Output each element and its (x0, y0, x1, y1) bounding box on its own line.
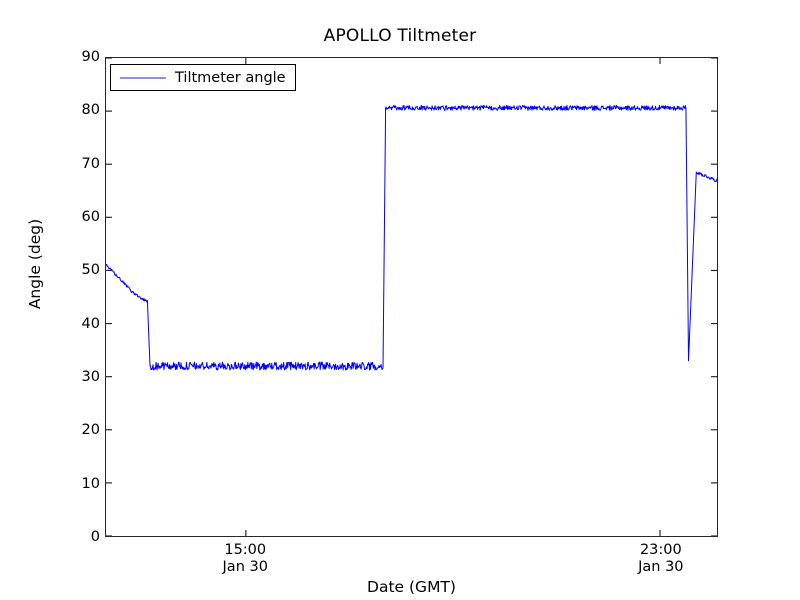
legend-label: Tiltmeter angle (175, 69, 286, 86)
y-axis-tick-label: 90 (81, 49, 100, 65)
x-axis-tick-label: 15:00 Jan 30 (185, 542, 305, 576)
y-axis-tick-labels: 0 10 20 30 40 50 60 70 80 90 (56, 50, 100, 544)
data-line-tiltmeter-angle (106, 105, 717, 371)
y-axis-tick-label: 50 (81, 262, 100, 279)
y-axis-tick-label: 10 (81, 475, 100, 492)
y-axis-tick-label: 40 (81, 315, 100, 332)
x-axis-tick-label: 23:00 Jan 30 (601, 542, 721, 576)
page-title: APOLLO Tiltmeter (323, 26, 477, 46)
y-axis-label: Angle (deg) (26, 218, 44, 310)
plot-area (105, 57, 718, 537)
x-tick-date: Jan 30 (222, 559, 268, 575)
y-axis-tick-label: 0 (90, 529, 100, 545)
y-axis-tick-label: 30 (81, 369, 100, 385)
legend: Tiltmeter angle (110, 64, 296, 91)
data-plot (106, 58, 717, 536)
y-axis-tick-label: 60 (81, 209, 100, 225)
x-tick-time: 23:00 (639, 542, 682, 558)
x-tick-date: Jan 30 (638, 559, 684, 575)
x-axis-label: Date (GMT) (367, 578, 456, 596)
legend-line-icon (120, 76, 166, 79)
y-axis-tick-label: 70 (81, 155, 100, 172)
y-axis-tick-label: 20 (81, 422, 100, 439)
y-axis-tick-label: 80 (81, 102, 100, 119)
x-tick-time: 15:00 (224, 542, 267, 558)
